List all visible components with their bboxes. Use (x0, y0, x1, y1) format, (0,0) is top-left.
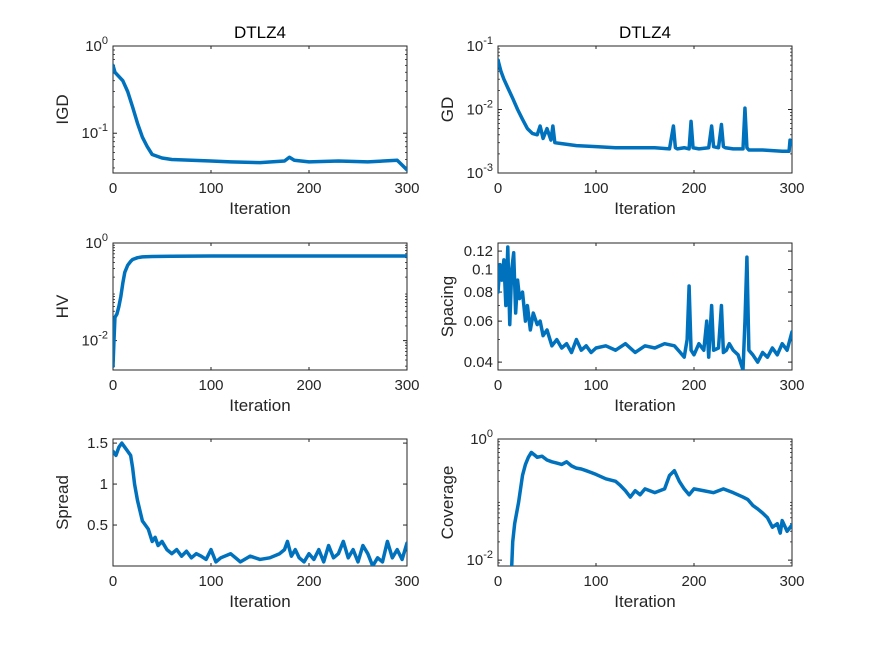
x-tick-label: 0 (109, 180, 117, 197)
axes-box (112, 45, 408, 174)
y-tick-label: 0.5 (87, 517, 108, 534)
y-tick-label: 10-3 (467, 162, 493, 182)
y-tick-label-base: 10 (467, 552, 484, 569)
x-tick-label: 200 (296, 377, 321, 394)
x-tick-label: 0 (494, 377, 502, 394)
series-line-hv (113, 254, 407, 368)
y-axis-label: IGD (53, 94, 72, 124)
y-axis-label: Spacing (438, 276, 457, 337)
x-tick-label: 300 (779, 573, 804, 590)
x-tick-label: 200 (296, 573, 321, 590)
y-tick-label-base: 10 (85, 38, 102, 55)
x-axis-label: Iteration (614, 592, 675, 611)
x-tick-label: 300 (779, 180, 804, 197)
y-tick-label-exponent: 0 (487, 428, 493, 440)
x-axis-label: Iteration (229, 199, 290, 218)
x-axis-label: Iteration (229, 396, 290, 415)
series-line-gd (498, 58, 792, 154)
chart-title: DTLZ4 (619, 23, 671, 42)
y-tick-label: 0.04 (464, 354, 493, 371)
y-tick-label-exponent: -1 (98, 122, 108, 134)
y-tick-label-exponent: 0 (102, 35, 108, 47)
chart-panel-spacing: 0 100 200 300 0.12 0.1 0.08 0.06 0.04 Iteration Sp… (438, 242, 805, 415)
y-tick-label: 0.08 (464, 284, 493, 301)
x-tick-label: 100 (583, 377, 608, 394)
series-line-coverage (509, 450, 792, 566)
y-tick-label-exponent: -3 (483, 162, 493, 174)
y-tick-label-base: 10 (82, 333, 99, 350)
x-tick-label: 200 (681, 573, 706, 590)
y-tick-label: 10-1 (82, 122, 108, 142)
y-axis-label: Spread (53, 475, 72, 530)
x-tick-label: 100 (583, 573, 608, 590)
y-tick-label: 0.06 (464, 313, 493, 330)
x-tick-label: 100 (198, 180, 223, 197)
chart-panel-spread: 0 100 200 300 1.5 1 0.5 Iteration Spread (53, 435, 420, 611)
y-tick-label-base: 10 (470, 431, 487, 448)
x-tick-label: 300 (394, 377, 419, 394)
x-tick-label: 100 (198, 573, 223, 590)
y-tick-label-base: 10 (467, 165, 484, 182)
y-tick-label: 0.1 (472, 262, 493, 279)
y-tick-label: 10-2 (82, 330, 108, 350)
y-tick-label-exponent: -2 (483, 549, 493, 561)
y-tick-label-exponent: -1 (483, 35, 493, 47)
x-tick-label: 0 (109, 377, 117, 394)
series-line-igd (113, 63, 407, 172)
y-tick-label: 100 (85, 35, 108, 55)
x-tick-label: 0 (494, 180, 502, 197)
y-tick-label: 100 (470, 428, 493, 448)
x-tick-label: 200 (681, 377, 706, 394)
x-tick-label: 300 (394, 180, 419, 197)
y-tick-label: 10-1 (467, 35, 493, 55)
axes-box (112, 242, 408, 371)
y-axis-label: HV (53, 294, 72, 318)
series-line-spread (113, 441, 407, 566)
axes-box (112, 438, 408, 567)
series-line-spacing (498, 245, 792, 370)
x-tick-label: 100 (198, 377, 223, 394)
x-tick-label: 100 (583, 180, 608, 197)
y-tick-label-base: 10 (85, 235, 102, 252)
x-tick-label: 200 (296, 180, 321, 197)
axes-box (497, 45, 793, 174)
y-tick-label-exponent: 0 (102, 232, 108, 244)
x-tick-label: 0 (109, 573, 117, 590)
x-axis-label: Iteration (229, 592, 290, 611)
y-tick-label: 1 (100, 476, 108, 493)
y-tick-label: 10-2 (467, 99, 493, 119)
y-tick-label-exponent: -2 (98, 330, 108, 342)
y-tick-label: 100 (85, 232, 108, 252)
chart-title: DTLZ4 (234, 23, 286, 42)
y-tick-label-exponent: -2 (483, 99, 493, 111)
y-tick-label: 1.5 (87, 435, 108, 452)
x-axis-label: Iteration (614, 199, 675, 218)
y-tick-label: 10-2 (467, 549, 493, 569)
y-axis-label: GD (438, 97, 457, 123)
x-tick-label: 300 (394, 573, 419, 590)
y-axis-label: Coverage (438, 466, 457, 540)
y-tick-label-base: 10 (82, 125, 99, 142)
y-tick-label-base: 10 (467, 102, 484, 119)
x-tick-label: 200 (681, 180, 706, 197)
x-tick-label: 300 (779, 377, 804, 394)
x-axis-label: Iteration (614, 396, 675, 415)
x-tick-label: 0 (494, 573, 502, 590)
y-tick-label: 0.12 (464, 243, 493, 260)
y-tick-label-base: 10 (467, 38, 484, 55)
